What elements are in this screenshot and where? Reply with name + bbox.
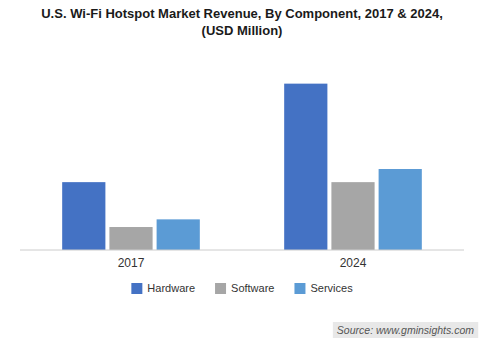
- x-tick-label: 2017: [118, 256, 145, 270]
- legend-item: Hardware: [131, 282, 195, 294]
- x-axis-line: [20, 250, 464, 251]
- source-text: Source: www.gminsights.com: [337, 324, 474, 336]
- legend-item: Services: [294, 282, 353, 294]
- legend-swatch: [294, 283, 305, 294]
- legend-swatch: [215, 283, 226, 294]
- legend-swatch: [131, 283, 142, 294]
- title: U.S. Wi-Fi Hotspot Market Revenue, By Co…: [41, 6, 443, 38]
- legend-label: Services: [310, 282, 353, 294]
- chart: U.S. Wi-Fi Hotspot Market Revenue, By Co…: [0, 0, 484, 342]
- bar: [379, 169, 422, 250]
- source-background: [333, 322, 478, 338]
- bar: [62, 182, 105, 250]
- bar: [331, 182, 374, 250]
- source-note: Source: www.gminsights.com: [333, 322, 478, 338]
- legend-label: Hardware: [147, 282, 195, 294]
- bar: [109, 227, 152, 250]
- bars: [62, 84, 422, 250]
- bar: [284, 84, 327, 250]
- legend-item: Software: [215, 282, 274, 294]
- x-tick-label: 2024: [340, 256, 367, 270]
- bar: [157, 219, 200, 250]
- legend: Hardware Software Services: [131, 282, 353, 294]
- legend-label: Software: [231, 282, 274, 294]
